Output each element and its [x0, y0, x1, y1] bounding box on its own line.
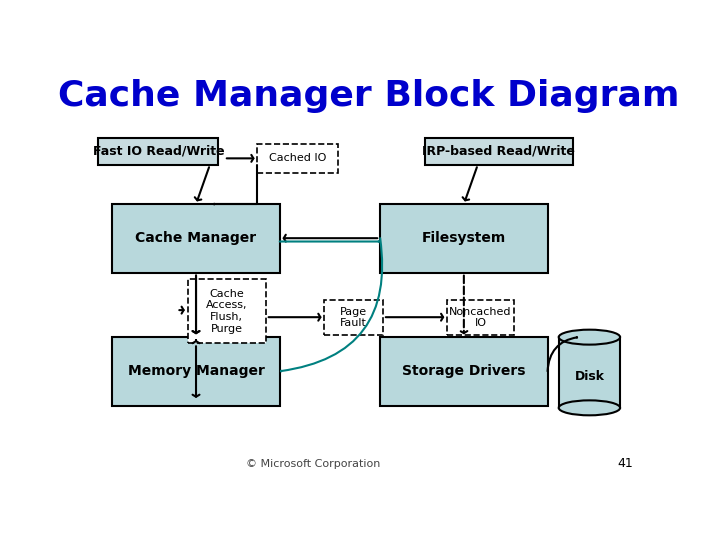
Text: Page
Fault: Page Fault — [340, 307, 367, 328]
FancyBboxPatch shape — [112, 204, 279, 273]
Ellipse shape — [559, 400, 620, 415]
FancyArrowPatch shape — [214, 165, 258, 205]
FancyBboxPatch shape — [425, 138, 572, 165]
Text: Noncached
IO: Noncached IO — [449, 307, 512, 328]
Text: Filesystem: Filesystem — [422, 232, 506, 245]
FancyBboxPatch shape — [112, 337, 279, 406]
FancyBboxPatch shape — [258, 144, 338, 173]
FancyBboxPatch shape — [380, 204, 548, 273]
Text: 41: 41 — [618, 457, 634, 470]
Text: Fast IO Read/Write: Fast IO Read/Write — [93, 145, 224, 158]
Text: Storage Drivers: Storage Drivers — [402, 364, 526, 379]
Text: Cached IO: Cached IO — [269, 153, 327, 164]
Text: © Microsoft Corporation: © Microsoft Corporation — [246, 459, 380, 469]
FancyBboxPatch shape — [324, 300, 383, 335]
FancyArrowPatch shape — [547, 337, 577, 371]
Ellipse shape — [559, 329, 620, 345]
FancyArrowPatch shape — [280, 241, 379, 242]
Text: Disk: Disk — [575, 370, 604, 383]
Text: IRP-based Read/Write: IRP-based Read/Write — [423, 145, 575, 158]
Text: Cache
Access,
Flush,
Purge: Cache Access, Flush, Purge — [206, 289, 248, 334]
Text: Cache Manager: Cache Manager — [135, 232, 256, 245]
FancyArrowPatch shape — [281, 238, 382, 372]
Bar — [559, 337, 620, 408]
Text: Memory Manager: Memory Manager — [127, 364, 264, 379]
FancyBboxPatch shape — [188, 279, 266, 343]
FancyBboxPatch shape — [447, 300, 514, 335]
Text: Cache Manager Block Diagram: Cache Manager Block Diagram — [58, 79, 680, 113]
FancyBboxPatch shape — [99, 138, 218, 165]
FancyBboxPatch shape — [380, 337, 548, 406]
